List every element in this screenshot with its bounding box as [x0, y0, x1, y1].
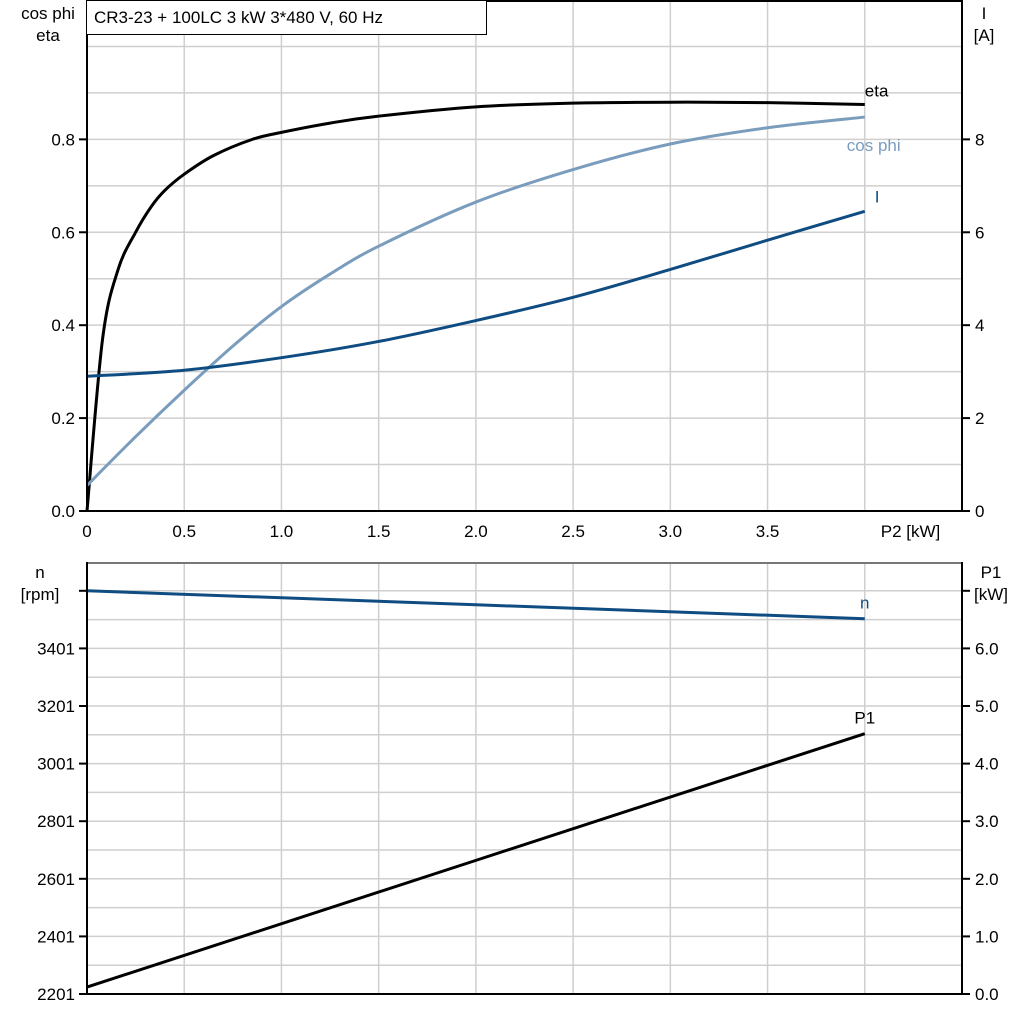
y-left-axis-label: cos phi: [21, 4, 75, 23]
y-left-tick-label: 0.6: [51, 223, 75, 242]
x-tick-label: 2.0: [464, 522, 488, 541]
series-line-n: [86, 589, 865, 621]
y-right-tick-label: 0: [975, 502, 984, 521]
labels: 0.0 0.2 0.4 0.6 0.8 0 2 4 6 8 cos phi eta I [A] 0 0.5 1.…: [21, 4, 1008, 1004]
y-left-tick-label: 2201: [37, 985, 75, 1004]
y-left-tick-label: 0.2: [51, 409, 75, 428]
y-left-axis-label: n: [35, 563, 44, 582]
y-right-tick-label: 8: [975, 130, 984, 149]
y-left-axis-label: [rpm]: [21, 585, 60, 604]
y-right-axis-label: [A]: [974, 26, 995, 45]
series-line-p1: [86, 732, 866, 989]
x-axis-label: P2 [kW]: [881, 522, 941, 541]
y-right-tick-label: 3.0: [975, 812, 999, 831]
y-right-tick-label: 2.0: [975, 870, 999, 889]
y-left-tick-label: 2801: [37, 812, 75, 831]
y-right-tick-label: 5.0: [975, 697, 999, 716]
y-left-tick-label: 0.0: [51, 502, 75, 521]
x-tick-label: 1.5: [367, 522, 391, 541]
chart-title: CR3-23 + 100LC 3 kW 3*480 V, 60 Hz: [94, 8, 383, 27]
y-right-tick-label: 1.0: [975, 927, 999, 946]
y-right-tick-label: 6.0: [975, 639, 999, 658]
series-label-cos-phi: cos phi: [847, 136, 901, 155]
y-left-tick-label: 2601: [37, 870, 75, 889]
bottom-grid: [87, 562, 962, 994]
top-grid: [87, 0, 962, 511]
y-left-tick-label: 3401: [37, 639, 75, 658]
series-line-eta: [85, 100, 865, 512]
title-box: [86, 0, 487, 35]
y-right-axis-label: [kW]: [974, 585, 1008, 604]
series-lines: [85, 100, 866, 989]
series-label-i: I: [875, 187, 880, 206]
series-label-n: n: [860, 594, 869, 613]
y-left-tick-label: 3001: [37, 755, 75, 774]
y-left-tick-label: 2401: [37, 927, 75, 946]
x-tick-label: 2.5: [561, 522, 585, 541]
y-right-tick-label: 4: [975, 316, 984, 335]
y-right-tick-label: 0.0: [975, 985, 999, 1004]
series-line-i: [86, 209, 866, 378]
y-left-tick-label: 0.8: [51, 130, 75, 149]
series-label-p1: P1: [854, 709, 875, 728]
series-line-cos-phi: [85, 115, 865, 487]
x-tick-label: 1.0: [270, 522, 294, 541]
y-right-tick-label: 6: [975, 223, 984, 242]
x-tick-label: 0.5: [172, 522, 196, 541]
x-tick-label: 3.5: [756, 522, 780, 541]
y-right-tick-label: 4.0: [975, 755, 999, 774]
y-right-axis-label: I: [982, 4, 987, 23]
y-right-axis-label: P1: [981, 563, 1002, 582]
x-tick-label: 0: [82, 522, 91, 541]
y-right-tick-label: 2: [975, 409, 984, 428]
x-tick-label: 3.0: [659, 522, 683, 541]
series-label-eta: eta: [865, 82, 889, 101]
y-left-tick-label: 3201: [37, 697, 75, 716]
y-left-axis-label: eta: [36, 26, 60, 45]
y-left-tick-label: 0.4: [51, 316, 75, 335]
